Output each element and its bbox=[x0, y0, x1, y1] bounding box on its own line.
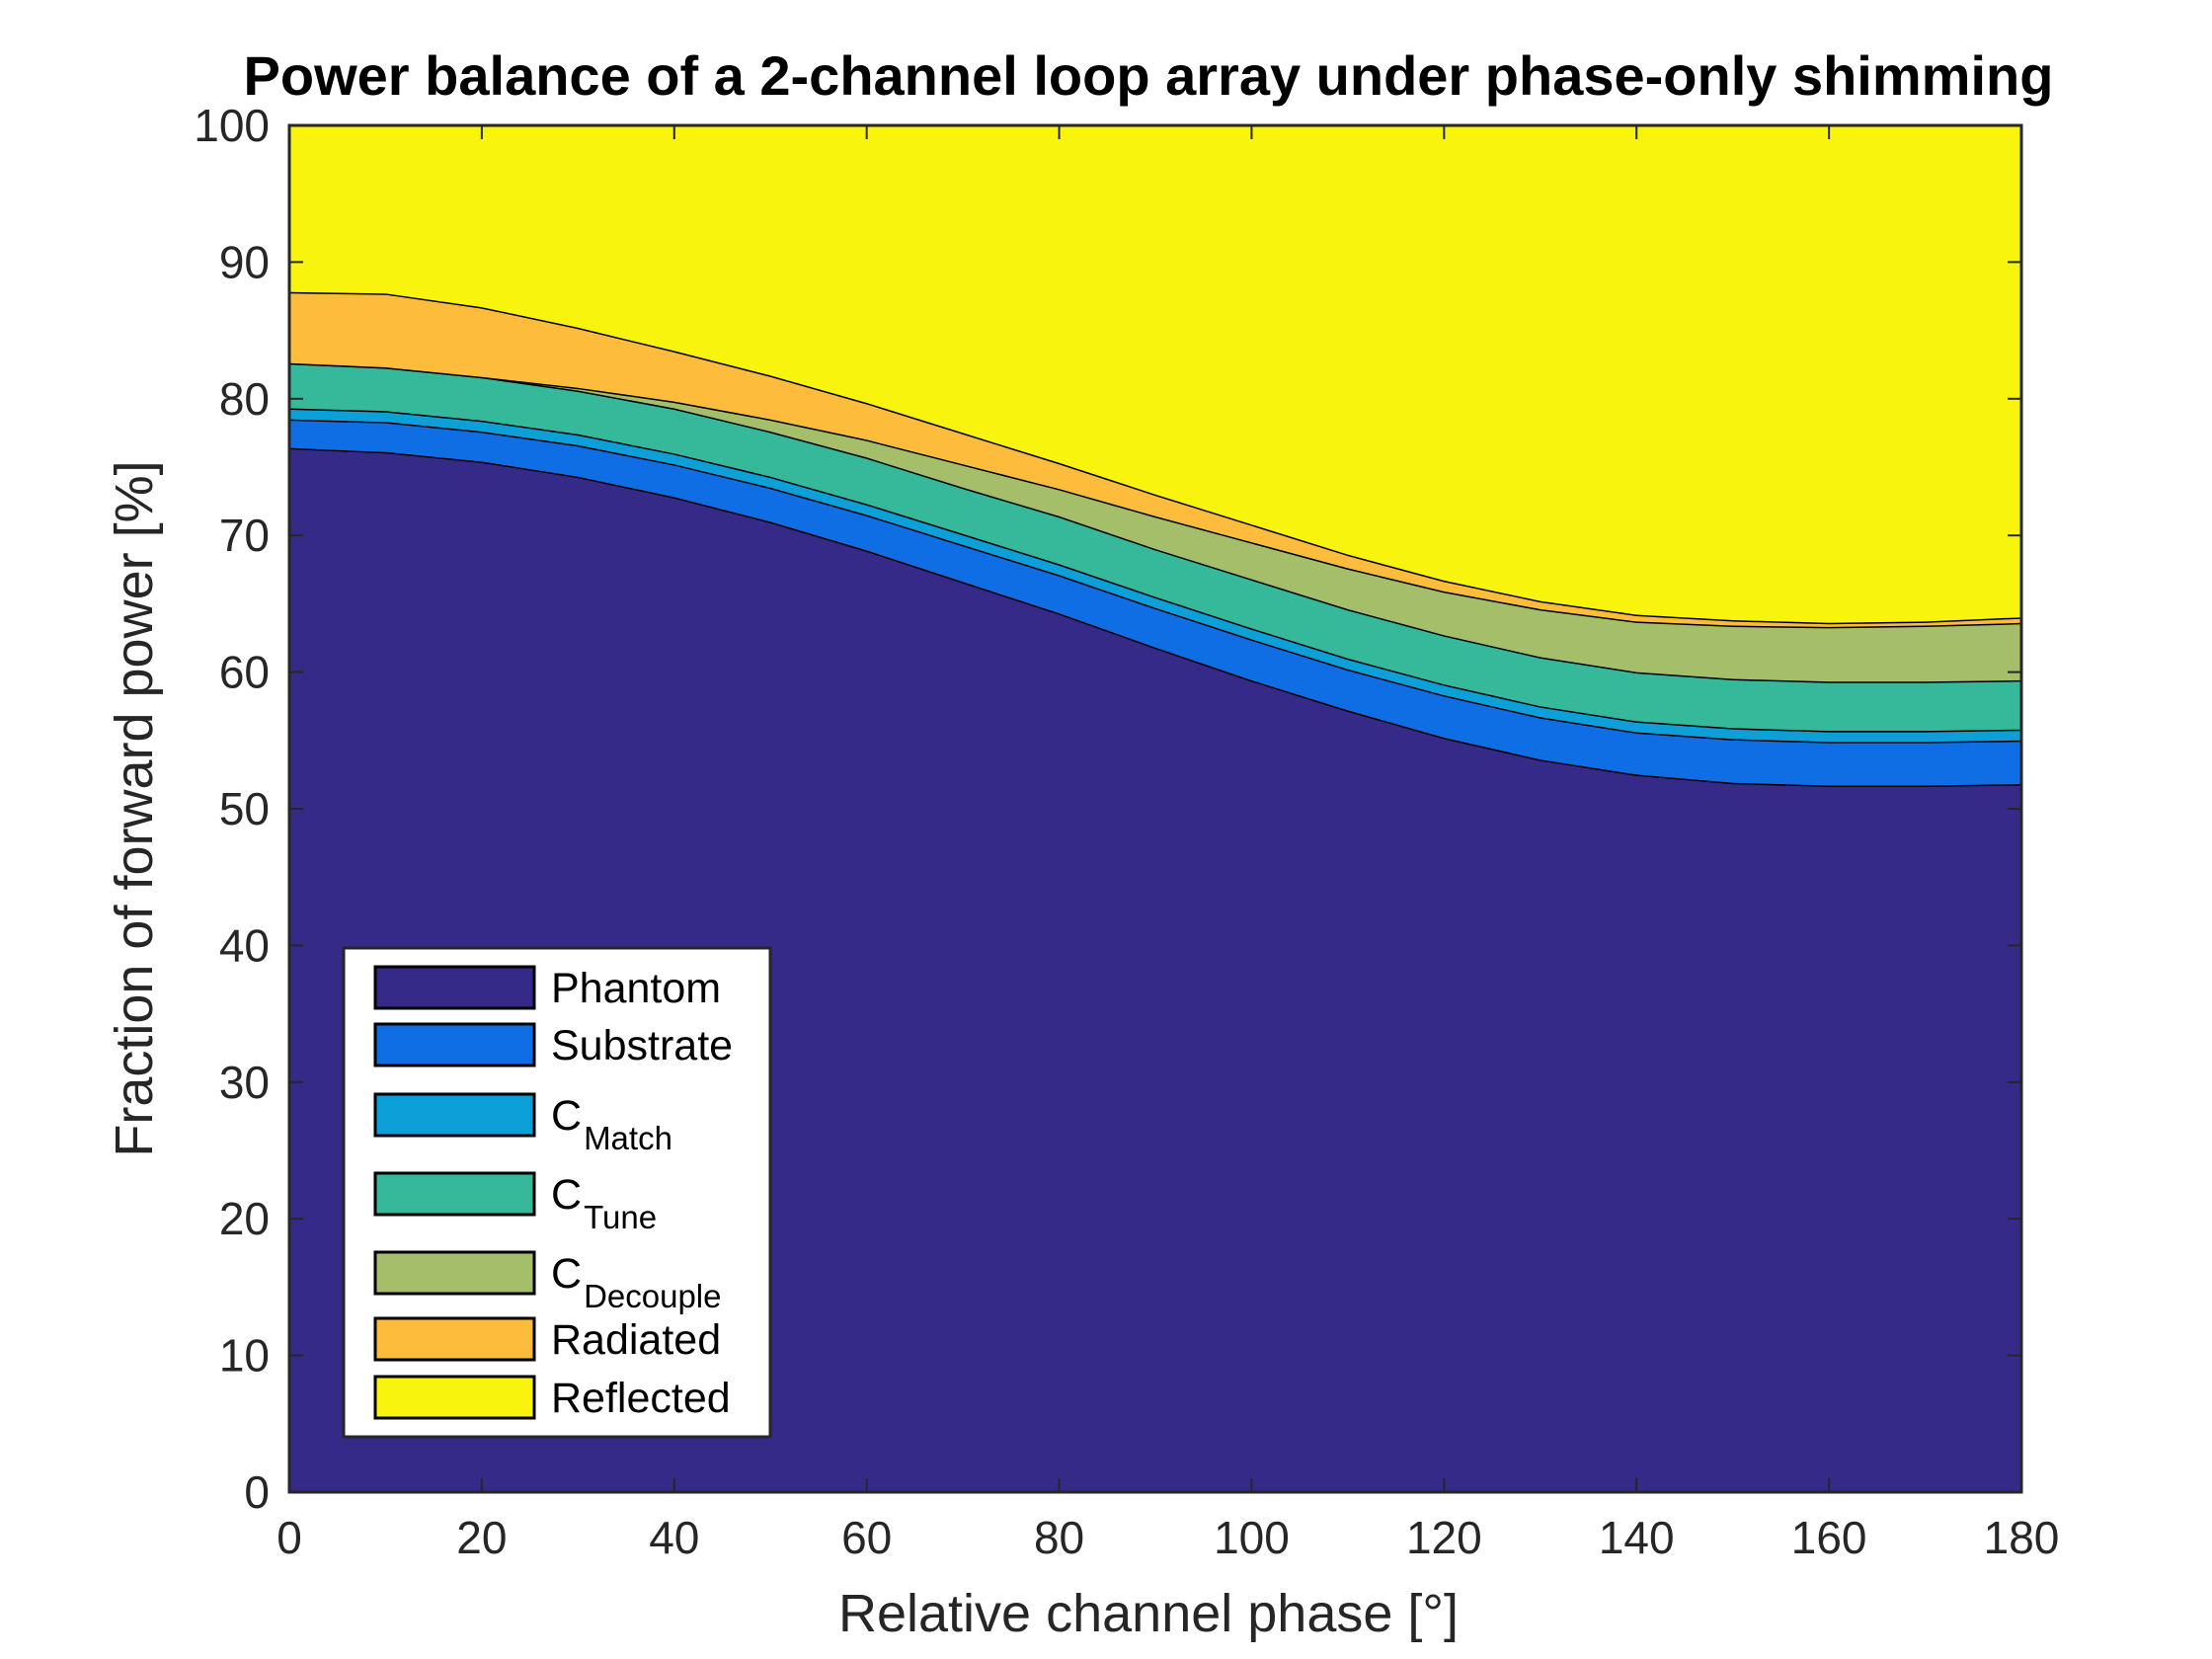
legend-swatch-phantom bbox=[373, 965, 536, 1010]
y-axis-label: Fraction of forward power [%] bbox=[105, 460, 164, 1156]
y-tick-label: 70 bbox=[219, 510, 270, 561]
area-radiated bbox=[289, 291, 2021, 627]
y-tick-label: 80 bbox=[219, 373, 270, 425]
x-tick-label: 80 bbox=[1034, 1512, 1084, 1563]
area-c-decouple bbox=[289, 362, 2021, 682]
area-c-tune bbox=[289, 362, 2021, 732]
y-tick-label: 100 bbox=[194, 100, 270, 151]
y-tick-label: 0 bbox=[244, 1466, 270, 1518]
legend-label-radiated: Radiated bbox=[551, 1316, 721, 1364]
chart-title: Power balance of a 2-channel loop array … bbox=[244, 44, 2054, 107]
area-reflected bbox=[289, 125, 2021, 623]
legend-swatch-c-decouple bbox=[373, 1250, 536, 1296]
y-tick-label: 20 bbox=[219, 1193, 270, 1244]
legend-label-reflected: Reflected bbox=[551, 1375, 731, 1422]
y-tick-label: 60 bbox=[219, 647, 270, 698]
x-tick-label: 100 bbox=[1214, 1512, 1290, 1563]
legend-label-c-decouple: CDecouple bbox=[551, 1250, 722, 1314]
x-tick-label: 180 bbox=[1984, 1512, 2060, 1563]
y-tick-label: 30 bbox=[219, 1057, 270, 1108]
legend-swatch-reflected bbox=[373, 1375, 536, 1420]
x-tick-label: 140 bbox=[1599, 1512, 1675, 1563]
legend-swatch-substrate bbox=[373, 1022, 536, 1067]
legend-label-phantom: Phantom bbox=[551, 965, 721, 1012]
x-tick-label: 160 bbox=[1791, 1512, 1867, 1563]
legend-label-c-match: CMatch bbox=[551, 1092, 672, 1156]
x-tick-label: 0 bbox=[276, 1512, 302, 1563]
y-tick-label: 40 bbox=[219, 919, 270, 971]
area-substrate bbox=[289, 419, 2021, 786]
legend-label-substrate: Substrate bbox=[551, 1022, 733, 1069]
legend: Phantom Substrate CMatch CTune CDecoupleRadi… bbox=[342, 946, 772, 1439]
legend-swatch-c-tune bbox=[373, 1171, 536, 1217]
x-tick-label: 120 bbox=[1406, 1512, 1482, 1563]
y-tick-label: 50 bbox=[219, 783, 270, 834]
y-tick-label: 90 bbox=[219, 236, 270, 287]
x-tick-label: 40 bbox=[649, 1512, 699, 1563]
legend-swatch-c-match bbox=[373, 1092, 536, 1138]
x-tick-label: 60 bbox=[841, 1512, 892, 1563]
legend-label-c-tune: CTune bbox=[551, 1171, 657, 1235]
x-tick-label: 20 bbox=[456, 1512, 507, 1563]
legend-swatch-radiated bbox=[373, 1316, 536, 1362]
x-axis-label: Relative channel phase [°] bbox=[838, 1584, 1459, 1643]
y-tick-label: 10 bbox=[219, 1330, 270, 1382]
axis-ticks: 0 20 40 60 80 100 120 140 160 180 0 10 20 30 40 50 60 70 8… bbox=[194, 100, 2059, 1563]
